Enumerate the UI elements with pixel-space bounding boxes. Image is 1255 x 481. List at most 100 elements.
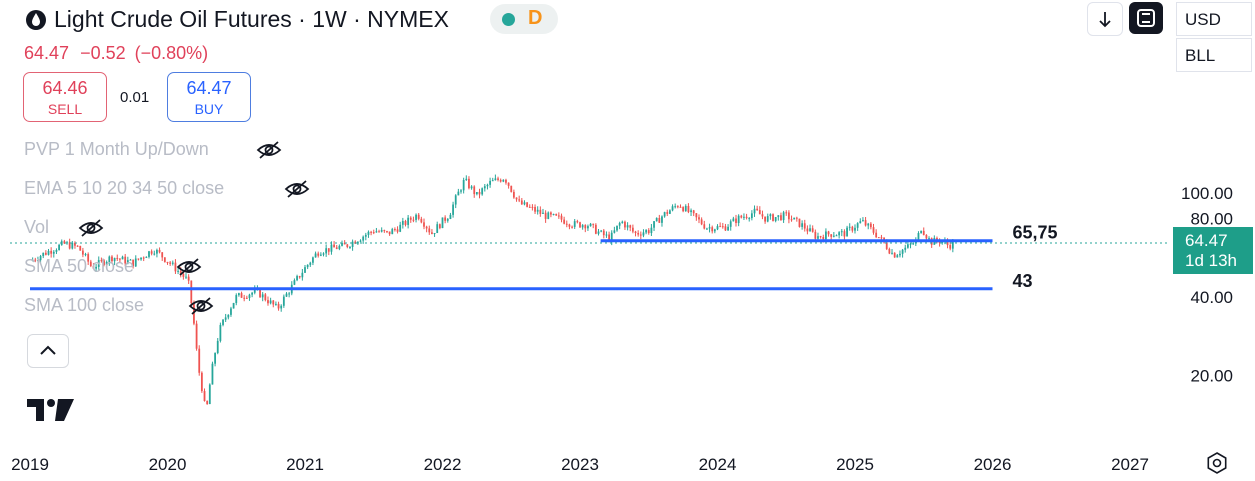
candle-body	[243, 297, 246, 299]
candle-body	[811, 228, 814, 232]
candle-body	[864, 220, 867, 226]
last-price: 64.47	[24, 43, 70, 63]
candle-body	[211, 363, 214, 385]
candle-body	[428, 228, 431, 233]
candle-body	[171, 262, 174, 264]
candle-body	[187, 276, 190, 281]
candle-body	[166, 261, 169, 263]
candle-body	[843, 231, 846, 237]
candle-body	[462, 180, 465, 191]
candle-body	[465, 178, 468, 181]
download-button[interactable]	[1087, 2, 1123, 36]
status-badges[interactable]: D	[490, 4, 558, 34]
candle-body	[745, 216, 748, 219]
candle-body	[449, 214, 452, 219]
currency-selector[interactable]: USD	[1176, 2, 1252, 36]
candle-body	[896, 255, 899, 258]
time-axis-tick: 2023	[561, 455, 599, 474]
candle-body	[386, 231, 388, 233]
candle-body	[179, 270, 182, 274]
candle-body	[264, 294, 267, 301]
candle-body	[269, 300, 272, 304]
sell-button[interactable]: 64.46 SELL	[23, 72, 107, 122]
candle-body	[200, 372, 203, 392]
candle-body	[293, 280, 296, 285]
candle-body	[52, 251, 55, 254]
candle-body	[798, 218, 801, 227]
candle-body	[507, 182, 510, 186]
candle-body	[158, 249, 161, 253]
candle-body	[925, 234, 928, 239]
candle-body	[534, 206, 536, 212]
candle-body	[203, 391, 206, 402]
indicator-sma-100[interactable]: SMA 100 close	[24, 295, 145, 315]
candle-body	[63, 241, 66, 244]
candle-body	[917, 233, 920, 240]
candle-body	[208, 384, 211, 405]
candle-body	[761, 214, 764, 217]
candle-body	[698, 217, 700, 220]
candle-body	[280, 305, 283, 309]
time-axis-tick: 2024	[699, 455, 737, 474]
candle-body	[364, 234, 367, 237]
candle-body	[772, 214, 774, 221]
candle-body	[854, 227, 856, 231]
candle-body	[729, 221, 732, 227]
candle-body	[682, 207, 685, 212]
candle-body	[552, 214, 555, 216]
unit-selector[interactable]: BLL	[1176, 38, 1252, 72]
price-change-percent: (−0.80%)	[134, 43, 209, 63]
candle-body	[108, 256, 111, 263]
candle-body	[296, 276, 298, 281]
candle-body	[349, 246, 351, 248]
candle-body	[375, 231, 378, 233]
indicator-pvp[interactable]: PVP 1 Month Up/Down	[24, 139, 209, 159]
eye-off-icon[interactable]	[284, 179, 310, 199]
indicator-vol[interactable]: Vol	[24, 217, 50, 237]
candle-body	[346, 244, 349, 247]
candle-body	[602, 230, 605, 236]
bar-countdown: 1d 13h	[1185, 251, 1237, 270]
candle-body	[327, 248, 330, 252]
candle-body	[557, 215, 560, 217]
buy-label: BUY	[194, 101, 224, 117]
candle-body	[150, 251, 153, 254]
candle-body	[801, 223, 804, 227]
candle-body	[817, 236, 819, 239]
collapse-legend-button[interactable]	[27, 334, 69, 368]
price-axis-tick: 40.00	[1190, 288, 1233, 307]
fullscreen-button[interactable]	[1129, 2, 1163, 34]
eye-off-icon[interactable]	[78, 218, 104, 238]
candle-body	[47, 250, 50, 255]
indicator-ema[interactable]: EMA 5 10 20 34 50 close	[24, 178, 225, 198]
candle-body	[100, 260, 103, 262]
candle-body	[946, 241, 949, 246]
candle-body	[330, 244, 333, 252]
candle-body	[58, 244, 60, 250]
candle-body	[388, 231, 391, 235]
candle-body	[642, 232, 645, 236]
candle-body	[814, 231, 817, 239]
settings-gear-icon[interactable]	[1206, 452, 1228, 474]
candle-body	[758, 210, 761, 215]
eye-off-icon[interactable]	[176, 257, 202, 277]
candle-body	[906, 244, 909, 248]
eye-off-icon[interactable]	[256, 140, 282, 160]
candle-body	[819, 236, 822, 238]
candle-body	[669, 210, 671, 214]
tradingview-logo-icon[interactable]	[27, 397, 75, 423]
symbol-header[interactable]: Light Crude Oil Futures · 1W · NYMEX	[26, 6, 449, 33]
candle-body	[579, 222, 581, 228]
candle-body	[423, 222, 425, 227]
candle-body	[563, 219, 566, 224]
candle-body	[142, 257, 145, 259]
candle-body	[68, 242, 71, 249]
eye-off-icon[interactable]	[188, 296, 214, 316]
candle-body	[666, 212, 669, 214]
candle-body	[113, 257, 116, 262]
buy-button[interactable]: 64.47 BUY	[167, 72, 251, 122]
candle-body	[103, 260, 105, 265]
candle-body	[848, 226, 851, 228]
indicator-sma-50[interactable]: SMA 50 close	[24, 256, 135, 276]
